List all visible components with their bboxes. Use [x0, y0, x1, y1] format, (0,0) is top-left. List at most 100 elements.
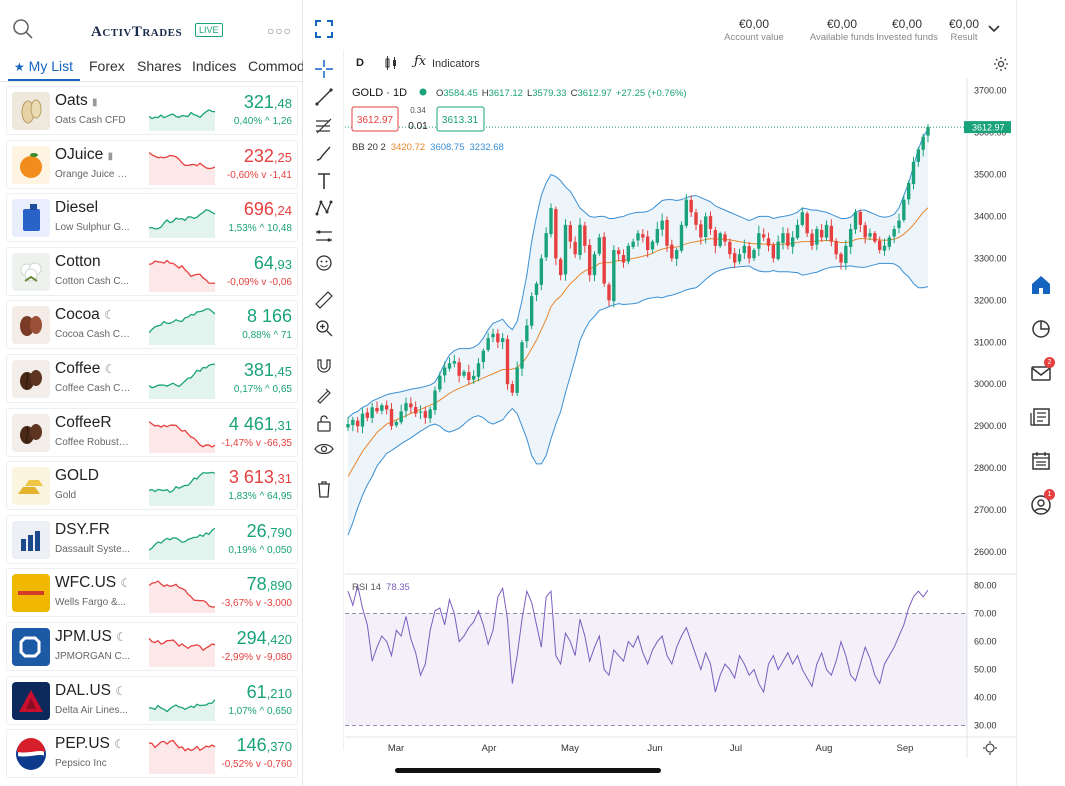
list-item[interactable]: DAL.US ☾ Delta Air Lines... 61,210 1,07% ^ … — [6, 675, 298, 725]
candles-icon[interactable] — [384, 56, 398, 70]
instrument-name: OJuice ▮ — [55, 145, 114, 163]
list-item[interactable]: WFC.US ☾ Wells Fargo &... 78,890 -3,67% v -… — [6, 568, 298, 618]
list-item[interactable]: Coffee ☾ Coffee Cash CFD 381,45 0,17% ^ 0,6… — [6, 354, 298, 403]
messages-icon[interactable]: 2 — [1028, 357, 1055, 386]
y-tick-label: 2900.00 — [974, 421, 1007, 431]
interval-button[interactable]: D — [356, 57, 364, 69]
candle-body — [926, 127, 930, 136]
list-item[interactable]: Oats ▮ Oats Cash CFD 321,48 0,40% ^ 1,26 — [6, 86, 298, 135]
watchlist-tabs: ★ My List Forex Shares Indices Commoditi… — [0, 52, 303, 82]
instrument-change: -0,09% v -0,06 — [226, 276, 292, 288]
candle-body — [380, 405, 384, 411]
indicators-button[interactable]: Indicators — [432, 58, 480, 70]
candle-body — [694, 212, 698, 225]
candle-body — [452, 361, 457, 364]
pattern-tool-icon[interactable] — [314, 198, 334, 218]
trend-line-icon[interactable] — [314, 87, 334, 107]
gear-icon[interactable] — [993, 56, 1009, 72]
news-icon[interactable] — [1028, 404, 1054, 430]
sparkline-line — [149, 527, 215, 551]
sparkline-line — [149, 420, 215, 448]
tab-indices[interactable]: Indices — [192, 58, 237, 74]
x-tick-label: Apr — [482, 743, 497, 754]
home-icon[interactable] — [1028, 272, 1054, 298]
list-item[interactable]: DSY.FR Dassault Syste... 26,790 0,19% ^ 0,0… — [6, 514, 298, 564]
list-item[interactable]: Cocoa ☾ Cocoa Cash CFD 8 166 0,88% ^ 71 — [6, 300, 298, 350]
last-price-tag — [964, 121, 1011, 134]
crosshair-icon[interactable] — [314, 59, 334, 79]
sell-button[interactable] — [351, 106, 399, 132]
drawing-tools — [304, 50, 344, 750]
list-item[interactable]: Cotton Cotton Cash C... 64,93 -0,09% v -0,0… — [6, 246, 298, 296]
list-item[interactable]: Diesel Low Sulphur G... 696,24 1,53% ^ 10,4… — [6, 193, 298, 243]
candle-body — [476, 363, 481, 377]
y-tick-label: 3500.00 — [974, 169, 1007, 179]
calendar-icon[interactable] — [1028, 448, 1054, 474]
change-arrow-icon: v — [255, 652, 261, 663]
tab-my-list[interactable]: ★ My List — [14, 58, 73, 74]
measure-tool-icon[interactable] — [314, 226, 334, 246]
emoji-icon[interactable] — [314, 253, 334, 273]
buy-button[interactable] — [436, 106, 485, 132]
brush-icon[interactable] — [314, 143, 334, 163]
list-item[interactable]: CoffeeR Coffee Robusta... 4 461,31 -1,47% v… — [6, 407, 298, 457]
ruler-icon[interactable] — [314, 290, 334, 310]
rsi-y-tick-label: 80.00 — [974, 581, 997, 591]
candle-body — [631, 241, 635, 247]
sparkline-area — [149, 364, 215, 399]
text-tool-icon[interactable] — [314, 171, 334, 191]
candle-body — [790, 237, 795, 247]
candle-body — [655, 229, 660, 243]
candle-body — [520, 342, 524, 369]
instrument-name: JPM.US ☾ — [55, 628, 127, 645]
market-open-indicator — [419, 88, 427, 96]
lock-drawings-icon[interactable] — [314, 385, 334, 405]
magnet-icon[interactable] — [314, 356, 334, 376]
trash-icon[interactable] — [314, 479, 334, 499]
sparkline-line — [149, 151, 215, 169]
candle-body — [592, 254, 597, 276]
fib-tool-icon[interactable] — [314, 116, 334, 136]
candle-body — [858, 211, 863, 225]
unlock-icon[interactable] — [314, 413, 334, 433]
tab-shares[interactable]: Shares — [137, 58, 182, 74]
rsi-line — [347, 585, 929, 694]
chevron-down-icon[interactable] — [988, 24, 1000, 34]
candle-body — [447, 363, 452, 369]
candle-body — [766, 238, 771, 246]
eye-icon[interactable] — [314, 439, 334, 459]
list-item[interactable]: GOLD Gold 3 613,31 1,83% ^ 64,95 — [6, 461, 298, 511]
fullscreen-icon[interactable] — [315, 20, 333, 38]
list-item[interactable]: JPM.US ☾ JPMORGAN C... 294,420 -2,99% v -9,… — [6, 622, 298, 671]
change-arrow-icon: v — [261, 276, 267, 288]
watchlist-panel: ActivTrades LIVE ○○○ ★ My List Forex Sha… — [0, 0, 303, 786]
list-item[interactable]: OJuice ▮ Orange Juice C... 232,25 -0,60% v … — [6, 139, 298, 189]
candle-body — [848, 229, 853, 247]
candle-body — [776, 241, 780, 260]
instrument-description: Cocoa Cash CFD — [55, 329, 131, 341]
candle-body — [510, 384, 515, 393]
list-item[interactable]: PEP.US ☾ Pepsico Inc 146,370 -0,52% v -0,76… — [6, 729, 298, 779]
candle-body — [921, 136, 925, 150]
gold-bars-icon — [12, 467, 50, 506]
candle-body — [612, 249, 616, 302]
sparkline-area — [149, 421, 215, 453]
instrument-change: 0,40% ^ 1,26 — [233, 116, 292, 127]
candle-body — [868, 233, 872, 237]
more-options-icon[interactable]: ○○○ — [267, 24, 292, 38]
search-icon[interactable] — [12, 18, 34, 40]
candle-body — [563, 224, 568, 275]
instrument-change: 1,53% ^ 10,48 — [228, 223, 292, 235]
zoom-in-icon[interactable] — [314, 318, 334, 338]
tab-commodities[interactable]: Commodities — [248, 58, 303, 74]
x-tick-label: Aug — [816, 743, 833, 754]
profile-icon[interactable]: 1 — [1028, 489, 1055, 518]
lot-size[interactable]: 0.01 — [408, 121, 428, 132]
sparkline — [149, 209, 215, 239]
time-settings-icon[interactable] — [983, 741, 997, 755]
change-arrow-icon: ^ — [259, 705, 265, 717]
tab-forex[interactable]: Forex — [89, 58, 125, 74]
change-arrow-icon: v — [255, 437, 261, 449]
portfolio-pie-icon[interactable] — [1028, 316, 1054, 342]
sparkline — [149, 363, 215, 399]
